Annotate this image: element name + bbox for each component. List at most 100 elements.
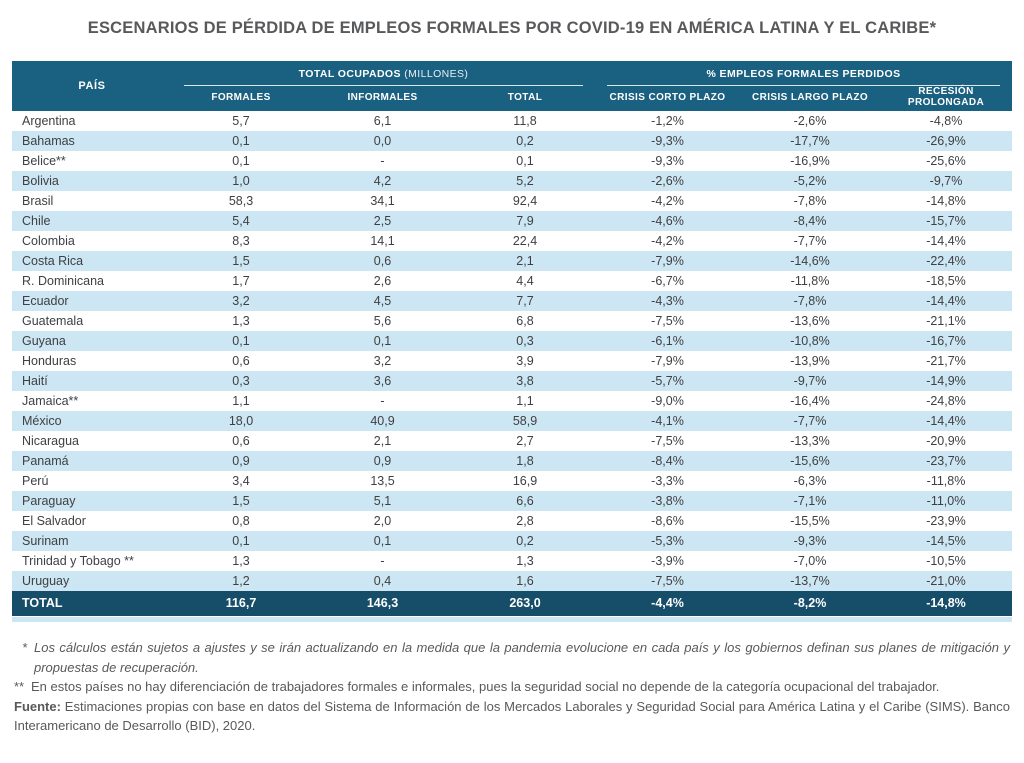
formales-cell: 0,3 [232,374,250,388]
recesion-cell: -4,8% [929,114,963,128]
table-footer: TOTAL 116,7 146,3 263,0 -4,4% -8,2% -14,… [12,591,1012,616]
column-header-formales: FORMALES [172,86,310,111]
formales-cell: 0,9 [232,454,250,468]
crisis-largo-cell: -7,7% [793,414,827,428]
country-cell: Colombia [22,234,75,248]
recesion-cell: -20,9% [926,434,966,448]
total-cell: 1,1 [516,394,534,408]
column-header-crisis-corto-plazo: CRISIS CORTO PLAZO [595,86,740,111]
country-cell: Costa Rica [22,254,84,268]
country-cell: Trinidad y Tobago ** [22,554,134,568]
table-row: Guatemala 1,3 5,6 6,8 -7,5% -13,6% -21,1% [12,311,1012,331]
recesion-cell: -14,4% [926,234,966,248]
recesion-cell: -21,7% [926,354,966,368]
country-cell: Bolivia [22,174,59,188]
crisis-corto-cell: -3,8% [651,494,684,508]
recesion-cell: -16,7% [926,334,966,348]
crisis-largo-cell: -2,6% [793,114,827,128]
formales-cell: 0,1 [232,154,250,168]
informales-cell: 0,1 [373,334,392,348]
country-cell: Argentina [22,114,76,128]
formales-cell: 0,1 [232,134,250,148]
informales-cell: 0,1 [373,534,392,548]
formales-cell: 8,3 [232,234,250,248]
formales-cell: 0,6 [232,354,250,368]
total-row: TOTAL 116,7 146,3 263,0 -4,4% -8,2% -14,… [12,591,1012,616]
crisis-corto-cell: -6,7% [651,274,684,288]
table-header: PAÍS TOTAL OCUPADOS (MILLONES) % EMPLEOS… [12,61,1012,111]
country-cell: Nicaragua [22,434,79,448]
table-row: Colombia 8,3 14,1 22,4 -4,2% -7,7% -14,4% [12,231,1012,251]
page-title: ESCENARIOS DE PÉRDIDA DE EMPLEOS FORMALE… [87,19,937,37]
informales-cell: 4,2 [373,174,392,188]
crisis-largo-cell: -7,8% [793,194,827,208]
total-cell: 0,1 [516,154,534,168]
crisis-corto-cell: -9,3% [651,154,684,168]
crisis-largo-cell: -7,0% [793,554,827,568]
country-cell: R. Dominicana [22,274,104,288]
crisis-corto-cell: -1,2% [651,114,684,128]
recesion-cell: -21,1% [926,314,966,328]
table-row: Uruguay 1,2 0,4 1,6 -7,5% -13,7% -21,0% [12,571,1012,591]
table-row: Panamá 0,9 0,9 1,8 -8,4% -15,6% -23,7% [12,451,1012,471]
recesion-cell: -21,0% [926,574,966,588]
formales-cell: 1,3 [232,314,250,328]
crisis-corto-cell: -4,6% [651,214,684,228]
crisis-largo-cell: -17,7% [790,134,830,148]
informales-cell: 2,1 [373,434,392,448]
country-cell: Uruguay [22,574,70,588]
total-cell: 92,4 [512,194,538,208]
table-row: Costa Rica 1,5 0,6 2,1 -7,9% -14,6% -22,4% [12,251,1012,271]
table-row: México 18,0 40,9 58,9 -4,1% -7,7% -14,4% [12,411,1012,431]
country-cell: Chile [22,214,51,228]
column-group-total-ocupados: TOTAL OCUPADOS (MILLONES) [172,61,595,86]
total-recesion-cell: -14,8% [880,591,1012,616]
total-cell: 1,3 [516,554,534,568]
source-label: Fuente: [14,698,61,714]
total-cell: 6,8 [516,314,534,328]
table-bottom-strip [12,617,1012,622]
crisis-corto-cell: -9,0% [651,394,684,408]
crisis-corto-cell: -8,6% [651,514,684,528]
crisis-corto-cell: -4,2% [651,194,684,208]
page: ESCENARIOS DE PÉRDIDA DE EMPLEOS FORMALE… [0,19,1024,763]
table-row: R. Dominicana 1,7 2,6 4,4 -6,7% -11,8% -18,5% [12,271,1012,291]
table-row: Paraguay 1,5 5,1 6,6 -3,8% -7,1% -11,0% [12,491,1012,511]
total-cell: 1,8 [516,454,534,468]
table-row: Trinidad y Tobago ** 1,3 - 1,3 -3,9% -7,0% -10… [12,551,1012,571]
formales-cell: 1,7 [232,274,250,288]
recesion-cell: -11,8% [926,474,966,488]
crisis-largo-cell: -13,6% [790,314,830,328]
recesion-cell: -14,5% [926,534,966,548]
country-cell: El Salvador [22,514,86,528]
crisis-corto-cell: -7,9% [651,254,684,268]
table-row: Honduras 0,6 3,2 3,9 -7,9% -13,9% -21,7% [12,351,1012,371]
table-row: Bahamas 0,1 0,0 0,2 -9,3% -17,7% -26,9% [12,131,1012,151]
country-cell: México [22,414,62,428]
footnote-marker-double-asterisk: ** [14,679,25,694]
crisis-corto-cell: -9,3% [651,134,684,148]
formales-cell: 1,0 [232,174,250,188]
formales-cell: 58,3 [228,194,254,208]
crisis-largo-cell: -13,3% [790,434,830,448]
informales-cell: 6,1 [373,114,392,128]
crisis-corto-cell: -4,2% [651,234,684,248]
formales-cell: 5,4 [232,214,250,228]
recesion-cell: -14,9% [926,374,966,388]
informales-cell: 14,1 [370,234,395,248]
informales-cell: 0,0 [373,134,392,148]
crisis-largo-cell: -6,3% [793,474,827,488]
total-cell: 1,6 [516,574,534,588]
column-header-recesion-prolongada: RECESIÓN PROLONGADA [880,86,1012,111]
country-cell: Panamá [22,454,69,468]
recesion-cell: -22,4% [926,254,966,268]
country-cell: Haití [22,374,48,388]
crisis-largo-cell: -5,2% [793,174,827,188]
formales-cell: 0,1 [232,534,250,548]
country-cell: Guyana [22,334,66,348]
country-cell: Guatemala [22,314,84,328]
total-cell: 7,9 [516,214,534,228]
table-row: Perú 3,4 13,5 16,9 -3,3% -6,3% -11,8% [12,471,1012,491]
recesion-cell: -9,7% [929,174,963,188]
recesion-cell: -14,4% [926,294,966,308]
